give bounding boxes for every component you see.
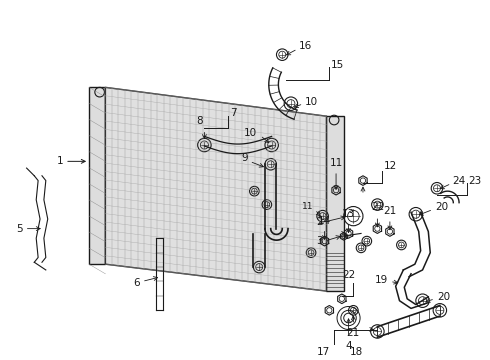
Text: 11: 11 (301, 202, 313, 211)
Text: 18: 18 (350, 347, 363, 357)
Text: 2: 2 (316, 217, 322, 227)
Text: 17: 17 (317, 347, 330, 357)
Text: 3: 3 (316, 236, 322, 246)
Text: 12: 12 (384, 161, 397, 171)
Text: 10: 10 (305, 97, 318, 107)
Polygon shape (105, 87, 326, 291)
Text: 22: 22 (342, 270, 355, 280)
Polygon shape (89, 87, 105, 264)
Text: 8: 8 (196, 116, 203, 126)
Text: 1: 1 (56, 156, 63, 166)
Text: 5: 5 (16, 224, 23, 234)
Text: 4: 4 (345, 341, 352, 351)
Text: 21: 21 (383, 206, 396, 216)
Text: 13: 13 (342, 209, 355, 219)
Text: 11: 11 (329, 158, 343, 168)
Text: 19: 19 (375, 275, 388, 284)
Text: 20: 20 (435, 202, 448, 212)
Text: 22: 22 (371, 202, 384, 212)
Text: 7: 7 (230, 108, 237, 118)
Text: 24: 24 (452, 176, 466, 185)
Text: 6: 6 (133, 278, 140, 288)
Text: 10: 10 (244, 127, 257, 138)
Text: 16: 16 (298, 41, 312, 51)
Text: 14: 14 (318, 216, 331, 226)
Text: 20: 20 (437, 292, 450, 302)
Text: 23: 23 (469, 176, 482, 185)
Text: 9: 9 (241, 153, 247, 163)
Text: 15: 15 (331, 60, 344, 70)
Polygon shape (326, 116, 344, 291)
Text: 21: 21 (347, 328, 360, 338)
